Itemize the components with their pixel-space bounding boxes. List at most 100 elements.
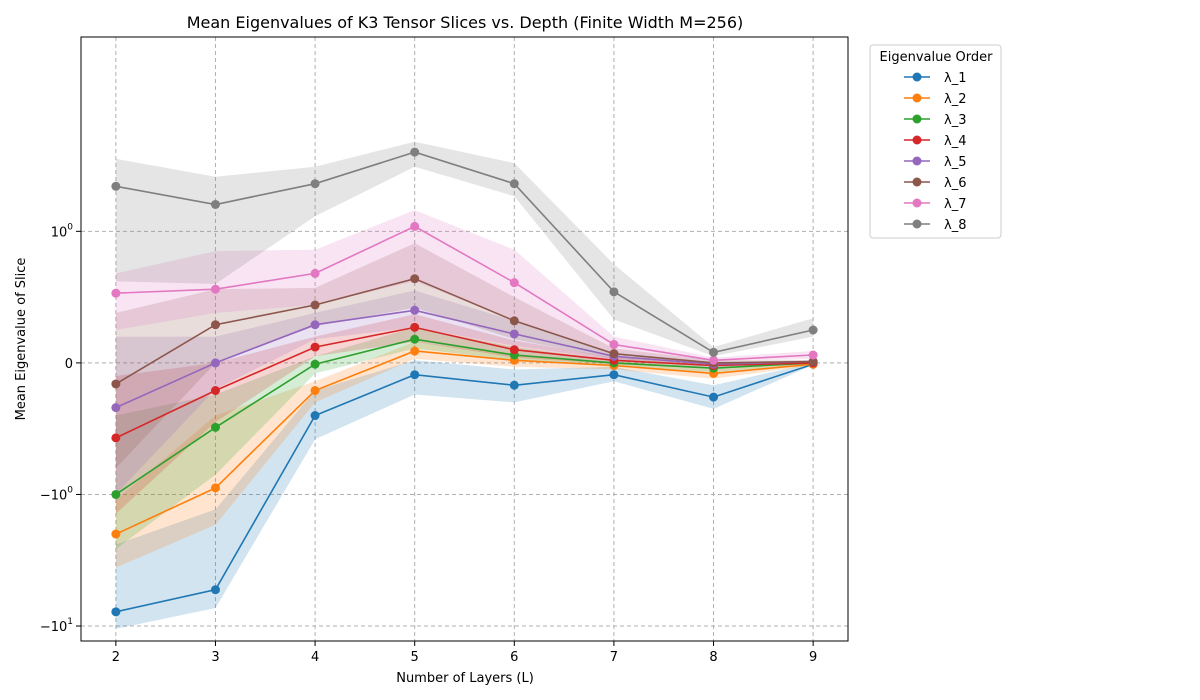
x-tick-label: 8	[709, 650, 717, 665]
legend-marker	[912, 72, 922, 82]
point-series-8	[808, 325, 818, 335]
point-series-6	[410, 274, 420, 284]
line-series-4	[115, 326, 814, 439]
legend-item: λ_7	[904, 197, 966, 212]
band-series-6	[115, 243, 814, 469]
legend-label: λ_7	[944, 197, 966, 212]
point-series-5	[310, 320, 320, 330]
legend-label: λ_1	[944, 71, 966, 86]
point-series-8	[410, 147, 420, 157]
legend-label: λ_4	[944, 134, 966, 149]
legend-frame	[869, 44, 1002, 239]
point-series-3	[410, 334, 420, 344]
y-tick-label: −100	[40, 485, 73, 503]
line-series-3	[115, 338, 814, 496]
point-series-1	[210, 585, 220, 595]
point-series-4	[210, 386, 220, 396]
band-series-7	[115, 210, 814, 362]
point-series-6	[808, 357, 818, 367]
point-series-4	[509, 345, 519, 355]
x-tick-label: 2	[112, 650, 120, 665]
point-series-2	[111, 529, 121, 539]
series-markers	[111, 147, 818, 617]
point-series-2	[410, 346, 420, 356]
point-series-4	[111, 433, 121, 443]
line-series-5	[115, 309, 814, 409]
y-axis-label: Mean Eigenvalue of Slice	[14, 258, 29, 421]
point-series-3	[210, 422, 220, 432]
line-series-7	[115, 225, 814, 362]
point-series-7	[509, 278, 519, 288]
legend-marker	[912, 156, 922, 166]
legend-label: λ_8	[944, 218, 966, 233]
x-tick-label: 4	[311, 650, 319, 665]
point-series-7	[808, 350, 818, 360]
point-series-4	[310, 342, 320, 352]
x-tick-label: 5	[411, 650, 419, 665]
point-series-1	[410, 370, 420, 380]
point-series-8	[310, 179, 320, 189]
point-series-1	[310, 411, 320, 421]
point-series-7	[609, 339, 619, 349]
line-series-6	[115, 277, 814, 385]
x-axis-ticks: 2 3 4 5 6 7 8 9	[112, 641, 817, 665]
legend-label: λ_5	[944, 155, 966, 170]
point-series-8	[609, 287, 619, 297]
point-series-5	[509, 329, 519, 339]
legend-marker	[912, 177, 922, 187]
band-series-3	[115, 327, 814, 549]
point-series-1	[509, 380, 519, 390]
point-series-8	[210, 199, 220, 209]
legend-label: λ_6	[944, 176, 966, 191]
point-series-7	[709, 355, 719, 365]
legend-items: λ_1 λ_2 λ_3 λ_4 λ_5 λ_6 λ_7 λ_8	[904, 71, 966, 233]
point-series-3	[310, 359, 320, 369]
x-tick-label: 3	[211, 650, 219, 665]
point-series-5	[410, 305, 420, 315]
legend-item: λ_4	[904, 134, 966, 149]
point-series-1	[111, 607, 121, 617]
point-series-3	[111, 489, 121, 499]
x-tick-label: 7	[610, 650, 618, 665]
legend-marker	[912, 198, 922, 208]
legend-item: λ_2	[904, 92, 966, 107]
y-tick-label: −101	[40, 617, 73, 635]
point-series-8	[709, 347, 719, 357]
band-series-8	[115, 141, 814, 357]
point-series-2	[310, 386, 320, 396]
legend-marker	[912, 219, 922, 229]
point-series-6	[111, 379, 121, 389]
plot-frame	[80, 36, 849, 642]
line-series-2	[115, 350, 814, 535]
point-series-7	[210, 284, 220, 294]
legend-item: λ_5	[904, 155, 966, 170]
legend-item: λ_3	[904, 113, 966, 128]
legend-item: λ_8	[904, 218, 966, 233]
point-series-1	[709, 392, 719, 402]
chart-title: Mean Eigenvalues of K3 Tensor Slices vs.…	[187, 13, 744, 32]
legend-title: Eigenvalue Order	[880, 50, 994, 65]
line-series-1	[115, 363, 814, 613]
point-series-8	[111, 181, 121, 191]
point-series-5	[111, 403, 121, 413]
point-series-6	[210, 320, 220, 330]
point-series-2	[210, 483, 220, 493]
point-series-6	[310, 300, 320, 310]
point-series-6	[609, 349, 619, 359]
legend-item: λ_1	[904, 71, 966, 86]
point-series-1	[609, 370, 619, 380]
legend: Eigenvalue Order λ_1λ_2λ_3λ_4λ_5λ_6λ_7λ_…	[869, 44, 1002, 239]
point-series-8	[509, 179, 519, 189]
point-series-5	[210, 358, 220, 368]
band-series-2	[115, 341, 814, 568]
legend-marker	[912, 135, 922, 145]
legend-label: λ_3	[944, 113, 966, 128]
point-series-7	[410, 221, 420, 231]
point-series-4	[410, 322, 420, 332]
line-series-8	[115, 151, 814, 354]
legend-item: λ_6	[904, 176, 966, 191]
x-axis-label: Number of Layers (L)	[396, 671, 534, 686]
point-series-6	[509, 316, 519, 326]
legend-label: λ_2	[944, 92, 966, 107]
